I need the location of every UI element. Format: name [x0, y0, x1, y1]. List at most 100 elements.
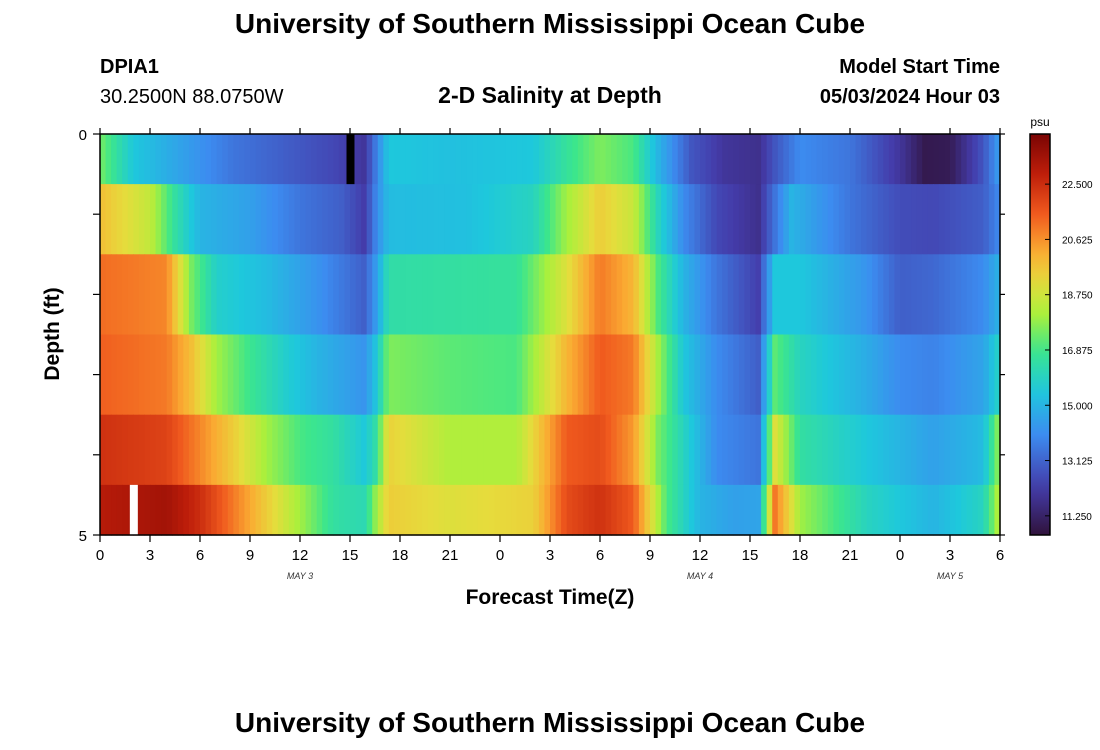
heatmap-cell [300, 334, 307, 416]
heatmap-cell [377, 484, 384, 536]
heatmap-cell [750, 254, 757, 336]
heatmap-cell [194, 484, 201, 536]
heatmap-cell [488, 184, 496, 255]
heatmap-cell [216, 484, 223, 536]
heatmap-cell [894, 254, 901, 336]
heatmap-cell [366, 254, 373, 336]
heatmap-cell [211, 254, 218, 336]
heatmap-cell [666, 334, 673, 416]
heatmap-cell [872, 414, 879, 486]
heatmap-cell [111, 184, 118, 255]
heatmap-cell [216, 334, 223, 416]
heatmap-cell [705, 184, 712, 255]
heatmap-cell [983, 334, 990, 416]
heatmap-cell [638, 484, 646, 536]
colorbar-ticks: 11.250 13.125 15.000 16.875 18.750 20.625 22.5… [1045, 180, 1093, 523]
heatmap-cell [683, 414, 690, 486]
x-tick-label: 0 [896, 547, 904, 564]
heatmap-cell [361, 184, 368, 255]
heatmap-cell [955, 484, 962, 536]
heatmap-cell [894, 134, 901, 185]
heatmap-cell [327, 184, 334, 255]
x-tick-label: 6 [196, 547, 204, 564]
heatmap-cell [138, 184, 146, 255]
heatmap-cell [638, 134, 646, 185]
heatmap-cell [472, 254, 479, 336]
heatmap-cell [611, 184, 618, 255]
heatmap-cell [966, 134, 973, 185]
heatmap-cell [550, 334, 557, 416]
heatmap-cell [166, 414, 173, 486]
heatmap-cell [200, 334, 207, 416]
heatmap-cell [177, 334, 184, 416]
heatmap-cell [827, 414, 834, 486]
station-coordinates: 30.2500N 88.0750W [100, 86, 284, 108]
heatmap-cell [922, 334, 929, 416]
heatmap-cell [522, 184, 529, 255]
heatmap-cell [772, 254, 779, 336]
heatmap-cell [316, 254, 323, 336]
heatmap-cell [772, 414, 779, 486]
heatmap-cell [211, 134, 218, 185]
heatmap-cell [983, 184, 990, 255]
heatmap-cell [694, 334, 701, 416]
heatmap-cell [972, 134, 979, 185]
heatmap-cell [588, 254, 596, 336]
heatmap-cell [261, 414, 268, 486]
heatmap-cell [994, 484, 1001, 536]
heatmap-cell [222, 414, 229, 486]
heatmap-cell [572, 334, 579, 416]
heatmap-cell [805, 484, 812, 536]
heatmap-cell [833, 134, 840, 185]
heatmap-cell [500, 134, 507, 185]
heatmap-cell [583, 414, 590, 486]
heatmap-cell [655, 184, 662, 255]
heatmap-cell [805, 184, 812, 255]
heatmap-cell [466, 484, 473, 536]
heatmap-cell [577, 134, 584, 185]
heatmap-cell [466, 134, 473, 185]
heatmap-cell [688, 484, 696, 536]
heatmap-cell [583, 184, 590, 255]
heatmap-cell [422, 414, 429, 486]
heatmap-cell [700, 134, 707, 185]
heatmap-cell [361, 484, 368, 536]
heatmap-cell [266, 484, 273, 536]
heatmap-cell [716, 134, 723, 185]
heatmap-cell [294, 334, 301, 416]
heatmap-cell [361, 134, 368, 185]
heatmap-cell [172, 334, 179, 416]
heatmap-cell [761, 334, 768, 416]
heatmap-cell [183, 134, 190, 185]
heatmap-cell [972, 254, 979, 336]
heatmap-cell [416, 334, 423, 416]
heatmap-cell [544, 254, 551, 336]
heatmap-cell [500, 334, 507, 416]
heatmap-cell [611, 334, 618, 416]
heatmap-cell [561, 134, 568, 185]
heatmap-cell [533, 334, 540, 416]
heatmap-cell [272, 484, 279, 536]
heatmap-cell [161, 334, 168, 416]
heatmap-cell [344, 184, 351, 255]
heatmap-cell [150, 134, 157, 185]
heatmap-cell [138, 414, 146, 486]
heatmap-cell [150, 414, 157, 486]
heatmap-cell [472, 134, 479, 185]
heatmap-cell [566, 134, 573, 185]
heatmap-cell [455, 254, 462, 336]
heatmap-cell [261, 134, 268, 185]
heatmap-cell [572, 254, 579, 336]
heatmap-cell [616, 334, 623, 416]
heatmap-cell [138, 254, 146, 336]
heatmap-cell [905, 484, 912, 536]
heatmap-cell [766, 414, 773, 486]
heatmap-cell [655, 334, 662, 416]
heatmap-cell [594, 184, 601, 255]
heatmap-cell [172, 184, 179, 255]
heatmap-cell [427, 414, 434, 486]
heatmap-cell [916, 334, 923, 416]
heatmap-cell [377, 254, 384, 336]
heatmap-cell [200, 484, 207, 536]
heatmap-cell [750, 414, 757, 486]
